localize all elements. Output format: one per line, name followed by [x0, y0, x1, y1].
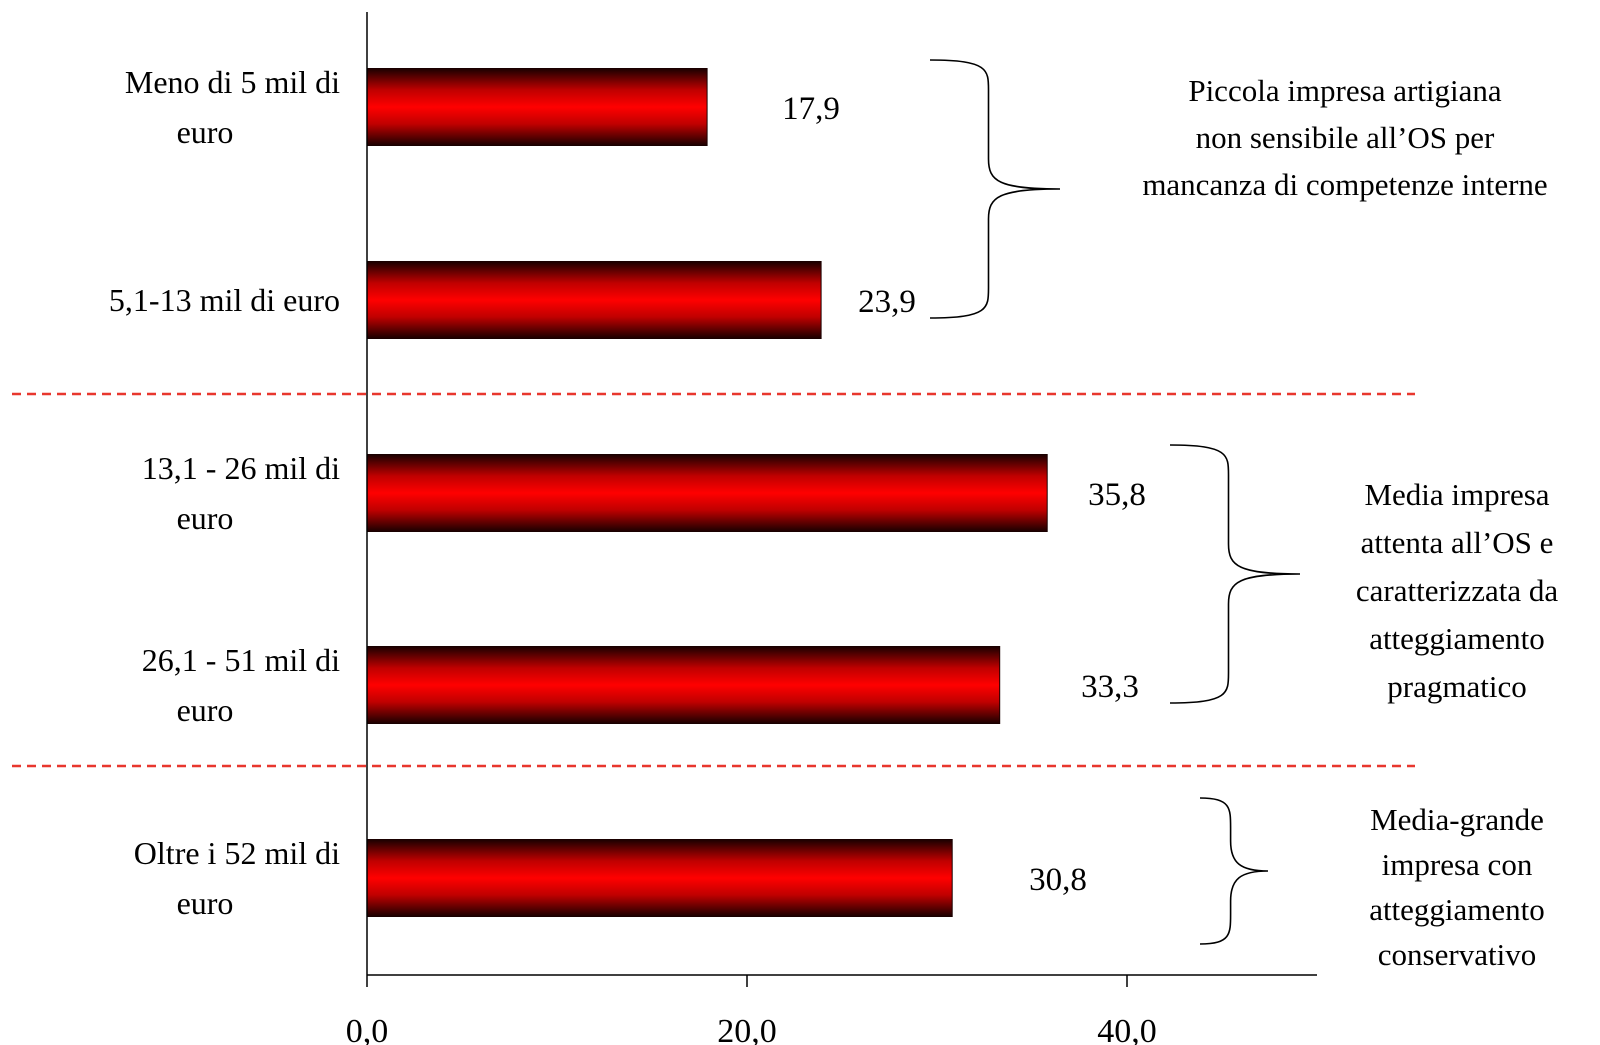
curly-brace [1169, 444, 1301, 704]
group-annotation-text: atteggiamento [1369, 892, 1545, 927]
category-label: 13,1 - 26 mil di [142, 450, 340, 486]
curly-brace [929, 59, 1061, 319]
bar [366, 646, 1001, 724]
group-annotation-text: Media-grande [1370, 802, 1544, 837]
category-label: Oltre i 52 mil di [134, 835, 340, 871]
group-annotations: Piccola impresa artigiana non sensibile a… [929, 59, 1558, 972]
group-annotation-text: Media impresa [1364, 477, 1549, 512]
x-tick-label: 40,0 [1097, 1013, 1157, 1045]
value-labels: 17,9 23,9 35,8 33,3 30,8 [782, 91, 1146, 898]
category-label: Meno di 5 mil di [125, 64, 340, 100]
axes: 0,0 20,0 40,0 [346, 12, 1317, 1045]
group-annotation-text: non sensibile all’OS per [1196, 120, 1495, 155]
category-labels: Meno di 5 mil di euro 5,1-13 mil di euro 13… [109, 64, 340, 921]
data-label: 17,9 [782, 91, 840, 127]
group-separators [12, 392, 1415, 768]
bar [366, 261, 822, 339]
data-label: 23,9 [858, 284, 916, 320]
category-label: euro [177, 500, 234, 536]
category-label: euro [177, 692, 234, 728]
group-annotation-text: caratterizzata da [1356, 573, 1558, 608]
group-annotation-text: impresa con [1382, 847, 1533, 882]
bars [366, 68, 1048, 917]
x-tick-label: 20,0 [717, 1013, 777, 1045]
category-label: 26,1 - 51 mil di [142, 642, 340, 678]
x-tick-label: 0,0 [346, 1013, 389, 1045]
group-annotation-text: conservativo [1378, 937, 1536, 972]
group-annotation-text: mancanza di competenze interne [1142, 167, 1547, 202]
bar [366, 454, 1048, 532]
bar [366, 68, 708, 146]
category-label: euro [177, 114, 234, 150]
bar [366, 839, 953, 917]
category-label: euro [177, 885, 234, 921]
group-annotation-text: attenta all’OS e [1361, 525, 1554, 560]
group-annotation-text: atteggiamento [1369, 621, 1545, 656]
category-label: 5,1-13 mil di euro [109, 282, 340, 318]
data-label: 30,8 [1029, 862, 1087, 898]
group-annotation-text: Piccola impresa artigiana [1188, 73, 1502, 108]
curly-brace [1199, 797, 1269, 945]
data-label: 33,3 [1081, 669, 1139, 705]
group-annotation-text: pragmatico [1387, 669, 1526, 704]
data-label: 35,8 [1088, 477, 1146, 513]
